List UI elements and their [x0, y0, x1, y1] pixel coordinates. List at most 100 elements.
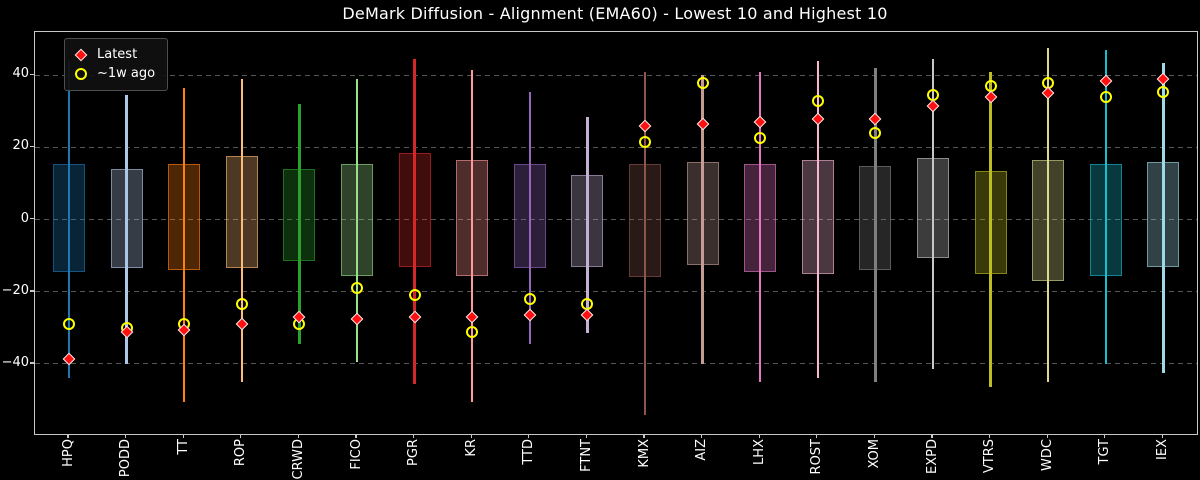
whisker-IEX	[1162, 62, 1165, 373]
week-ago-marker-ROP	[235, 298, 248, 311]
gridline-−20	[35, 291, 1197, 293]
x-tick-label-PGR: PGR	[406, 439, 422, 466]
x-tick-label-XOM: XOM	[866, 439, 882, 469]
week-ago-marker-ROST	[811, 94, 824, 107]
week-ago-marker-IEX	[1157, 85, 1170, 98]
x-tick-mark-XOM	[873, 434, 876, 439]
gridline-20	[35, 146, 1197, 148]
legend-label-week-ago: ~1w ago	[97, 66, 156, 81]
x-tick-mark-KR	[470, 434, 472, 439]
latest-marker-EXPD	[926, 99, 940, 113]
x-tick-label-FTNT: FTNT	[578, 439, 594, 472]
x-tick-mark-FICO	[355, 434, 357, 439]
whisker-EXPD	[931, 59, 935, 370]
latest-marker-TTD	[523, 308, 537, 322]
whisker-PODD	[125, 95, 128, 364]
week-ago-marker-KR	[466, 325, 479, 338]
y-tick-mark-40	[30, 73, 34, 75]
x-tick-mark-PODD	[124, 434, 127, 439]
x-tick-label-KMX: KMX	[636, 439, 652, 468]
week-ago-marker-LHX	[754, 132, 767, 145]
x-tick-label-CRWD: CRWD	[290, 439, 306, 480]
week-ago-marker-KMX	[639, 136, 651, 149]
x-tick-mark-TGT	[1104, 434, 1106, 439]
whisker-AIZ	[701, 75, 704, 364]
x-tick-label-IEX: IEX	[1154, 439, 1170, 460]
x-tick-mark-WDC	[1046, 434, 1048, 439]
week-ago-marker-AIZ	[696, 76, 709, 89]
latest-marker-ROP	[235, 317, 249, 331]
latest-marker-KR	[465, 310, 479, 324]
whisker-CRWD	[298, 104, 301, 345]
x-tick-label-AIZ: AIZ	[694, 439, 710, 461]
whisker-TGT	[1104, 50, 1108, 364]
x-tick-mark-KMX	[643, 434, 645, 439]
x-tick-label-EXPD: EXPD	[924, 439, 940, 474]
week-ago-marker-PGR	[408, 289, 421, 302]
chart-title: DeMark Diffusion - Alignment (EMA60) - L…	[342, 4, 888, 23]
whisker-TT	[182, 87, 186, 402]
whisker-HPQ	[67, 60, 71, 379]
whisker-FTNT	[586, 116, 589, 334]
gridline-0	[35, 219, 1197, 221]
whisker-PGR	[413, 59, 416, 384]
y-tick-label-−20: −20	[1, 282, 29, 298]
whisker-FICO	[355, 78, 359, 363]
week-ago-marker-TTD	[523, 293, 536, 306]
latest-marker-LHX	[753, 115, 767, 129]
x-tick-label-TT: TT	[175, 439, 191, 455]
latest-marker-PGR	[408, 310, 421, 324]
y-tick-mark-−20	[30, 290, 34, 292]
latest-marker-WDC	[1041, 86, 1055, 100]
x-tick-label-LHX: LHX	[751, 439, 767, 465]
latest-marker-KMX	[638, 119, 652, 133]
whisker-WDC	[1046, 48, 1050, 383]
week-ago-marker-HPQ	[63, 318, 75, 331]
legend-label-latest: Latest	[97, 47, 138, 62]
latest-marker-ROST	[811, 112, 825, 125]
x-tick-label-VTRS: VTRS	[982, 439, 998, 474]
x-tick-label-PODD: PODD	[118, 439, 134, 478]
x-tick-label-TGT: TGT	[1097, 439, 1113, 465]
x-tick-label-FICO: FICO	[348, 439, 364, 470]
y-tick-mark-−40	[30, 362, 34, 364]
y-tick-mark-0	[30, 217, 34, 220]
x-tick-mark-CRWD	[297, 434, 300, 439]
x-tick-mark-PGR	[412, 434, 415, 439]
x-tick-label-HPQ: HPQ	[60, 439, 76, 467]
x-tick-label-KR: KR	[463, 439, 479, 457]
latest-marker-FICO	[350, 312, 364, 326]
latest-marker-XOM	[869, 112, 882, 125]
x-tick-mark-LHX	[758, 434, 760, 439]
x-tick-mark-AIZ	[700, 434, 703, 439]
latest-marker-FTNT	[581, 308, 594, 322]
whisker-TTD	[528, 91, 532, 345]
latest-marker-AIZ	[696, 117, 709, 131]
whisker-ROST	[816, 60, 820, 379]
x-tick-label-ROP: ROP	[233, 439, 249, 467]
x-tick-label-WDC: WDC	[1039, 439, 1055, 471]
whisker-LHX	[758, 71, 762, 383]
x-tick-mark-TT	[182, 434, 184, 439]
whisker-VTRS	[989, 71, 992, 388]
x-tick-mark-EXPD	[931, 434, 933, 439]
latest-diamond-icon	[74, 48, 88, 62]
week-ago-circle-icon	[74, 67, 88, 81]
whisker-XOM	[874, 68, 877, 383]
legend-item-latest: Latest	[74, 45, 155, 64]
latest-marker-TGT	[1099, 74, 1113, 88]
gridline-−40	[35, 363, 1197, 365]
legend: Latest ~1w ago	[64, 38, 169, 91]
legend-item-week-ago: ~1w ago	[74, 64, 155, 83]
week-ago-marker-TGT	[1099, 90, 1112, 103]
y-tick-label-40: 40	[12, 66, 29, 82]
x-tick-mark-ROP	[240, 434, 242, 439]
x-tick-label-TTD: TTD	[521, 439, 537, 465]
whisker-ROP	[240, 78, 244, 383]
x-tick-mark-IEX	[1161, 434, 1164, 439]
latest-marker-VTRS	[984, 90, 997, 104]
whisker-KMX	[643, 71, 647, 415]
week-ago-marker-FICO	[351, 282, 363, 295]
x-tick-mark-ROST	[816, 434, 818, 439]
